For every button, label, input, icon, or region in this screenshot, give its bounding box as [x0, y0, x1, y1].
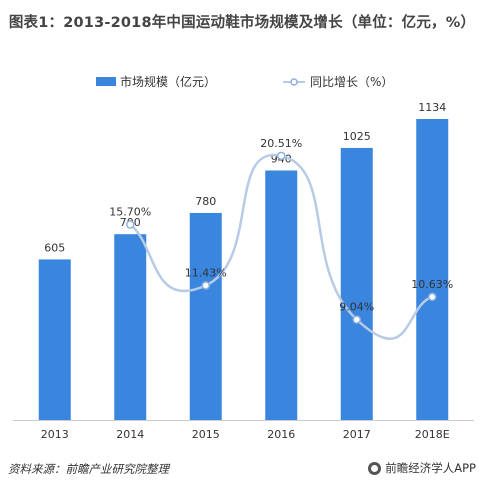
- chart-title: 图表1：2013-2018年中国运动鞋市场规模及增长（单位：亿元，%）: [8, 15, 476, 31]
- bar-2015: [189, 212, 222, 420]
- growth-marker-2018E: [428, 292, 437, 302]
- x-tick-2018E: 2018E: [415, 428, 450, 441]
- bar-2014: [114, 234, 147, 420]
- bar-label-2017: 1025: [343, 130, 371, 143]
- growth-rate-markers: [126, 151, 437, 324]
- x-tick-2015: 2015: [192, 428, 220, 441]
- growth-marker-2015: [201, 281, 210, 290]
- bar-label-2013: 605: [44, 241, 65, 254]
- legend-line-swatch: [283, 77, 305, 86]
- legend-bar-swatch: [96, 77, 116, 86]
- source-note: 资料来源：前瞻产业研究院整理: [8, 462, 169, 476]
- legend-item-line: 同比增长（%）: [283, 73, 393, 90]
- x-tick-2013: 2013: [41, 428, 69, 441]
- brand-logo-icon: [368, 461, 382, 475]
- growth-rate-labels: 15.70% 11.43% 20.51% 9.04% 10.63%: [109, 137, 453, 314]
- growth-marker-2017: [352, 315, 361, 324]
- bar-label-2018E: 1134: [418, 101, 446, 114]
- brand-mark: 前瞻经济学人APP: [368, 460, 476, 476]
- x-tick-2016: 2016: [267, 428, 295, 441]
- growth-label-2018E: 10.63%: [411, 278, 453, 291]
- bar-2018E: [416, 119, 449, 420]
- x-tick-2014: 2014: [116, 428, 144, 441]
- growth-marker-2014: [126, 220, 135, 229]
- growth-label-2016: 20.51%: [260, 137, 302, 150]
- bar-data-labels: 60570078094010251134: [44, 101, 446, 254]
- growth-label-2014: 15.70%: [109, 206, 151, 219]
- bar-label-2015: 780: [195, 195, 216, 208]
- bar-2016: [265, 170, 298, 420]
- growth-label-2015: 11.43%: [185, 266, 227, 279]
- legend-line-label: 同比增长（%）: [310, 75, 394, 89]
- growth-label-2017: 9.04%: [339, 301, 374, 314]
- legend-bar-label: 市场规模（亿元）: [120, 75, 217, 89]
- bar-series: [38, 119, 449, 420]
- chart-legend: 市场规模（亿元） 同比增长（%）: [0, 73, 484, 89]
- bar-2013: [38, 259, 71, 420]
- x-tick-2017: 2017: [343, 428, 371, 441]
- brand-label: 前瞻经济学人APP: [385, 461, 476, 475]
- x-axis-tick-labels: 2013 2014 2015 2016 2017 2018E: [41, 428, 450, 441]
- bar-2017: [340, 147, 373, 420]
- growth-marker-2016: [277, 151, 286, 161]
- legend-item-bar: 市场规模（亿元）: [96, 73, 216, 90]
